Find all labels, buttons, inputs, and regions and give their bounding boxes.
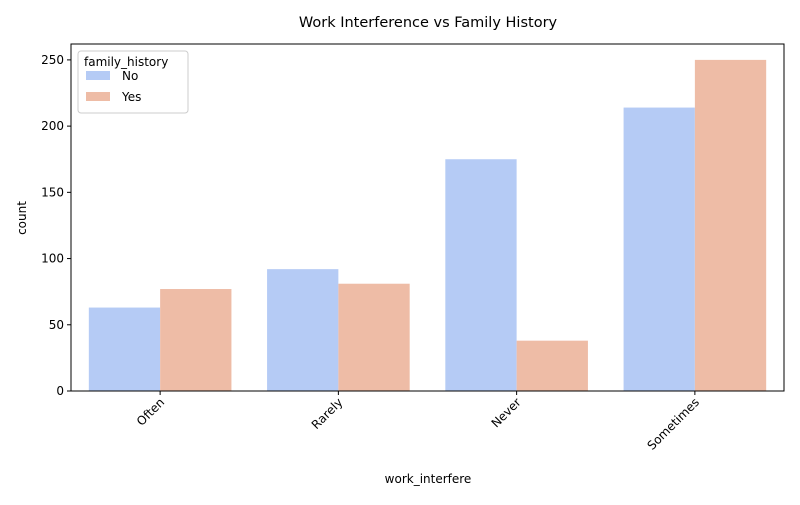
y-tick-label: 150 — [41, 185, 64, 199]
x-tick-label-sometimes: Sometimes — [644, 395, 702, 453]
legend-swatch-yes — [86, 92, 110, 101]
y-axis: 0 50 100 150 200 250 — [41, 53, 71, 398]
y-tick-label: 100 — [41, 252, 64, 266]
legend-swatch-no — [86, 71, 110, 80]
bars-layer — [88, 59, 767, 391]
chart-title: Work Interference vs Family History — [299, 15, 558, 31]
y-tick-label: 0 — [56, 384, 64, 398]
bar-no-rarely — [267, 269, 339, 391]
x-tick-label-often: Often — [134, 395, 167, 428]
legend: family_history No Yes — [77, 50, 189, 114]
bar-no-often — [88, 307, 161, 391]
bar-yes-never — [516, 340, 588, 391]
y-tick-label: 250 — [41, 53, 64, 67]
y-tick-label: 50 — [49, 318, 64, 332]
x-axis-label: work_interfere — [385, 472, 472, 486]
bar-no-never — [445, 159, 517, 391]
legend-label-no: No — [122, 69, 138, 83]
bar-yes-sometimes — [694, 59, 767, 391]
bar-no-sometimes — [623, 107, 695, 391]
plot-frame — [70, 43, 785, 392]
legend-title: family_history — [84, 55, 168, 69]
x-tick-label-never: Never — [489, 395, 524, 430]
y-axis-label: count — [15, 201, 29, 235]
legend-label-yes: Yes — [121, 90, 141, 104]
x-tick-label-rarely: Rarely — [309, 395, 346, 432]
bar-yes-rarely — [338, 283, 410, 391]
bar-yes-often — [160, 289, 232, 391]
x-axis: Often Rarely Never Sometimes — [134, 391, 702, 453]
y-tick-label: 200 — [41, 119, 64, 133]
